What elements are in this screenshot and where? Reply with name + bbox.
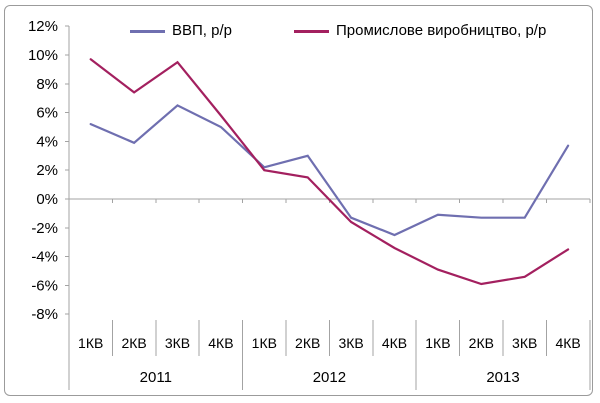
svg-text:3КВ: 3КВ xyxy=(165,335,190,351)
svg-text:-6%: -6% xyxy=(31,277,58,294)
legend-item-gdp: ВВП, р/р xyxy=(130,23,232,39)
gdp-line-swatch xyxy=(130,29,165,33)
svg-text:4%: 4% xyxy=(36,133,58,150)
series-line-0 xyxy=(89,104,570,237)
svg-text:10%: 10% xyxy=(28,47,58,64)
legend-label-gdp: ВВП, р/р xyxy=(172,22,232,39)
y-axis: 12% 10% 8% 6% 4% 2% 0% -2% -4% -6% -8% xyxy=(28,18,70,390)
svg-text:12%: 12% xyxy=(28,18,58,35)
svg-text:2013: 2013 xyxy=(486,369,519,386)
industrial-production-line-swatch xyxy=(293,29,329,33)
svg-text:-4%: -4% xyxy=(31,249,58,266)
legend-label-industrial-production: Промислове виробництво, р/р xyxy=(335,22,547,39)
chart-legend: ВВП, р/р Промислове виробництво, р/р xyxy=(130,23,546,39)
svg-text:4КВ: 4КВ xyxy=(555,335,580,351)
svg-text:0%: 0% xyxy=(36,191,58,208)
legend-item-industrial-production: Промислове виробництво, р/р xyxy=(293,22,547,39)
chart-frame xyxy=(4,5,593,396)
x-axis-separators xyxy=(111,320,591,390)
svg-text:2011: 2011 xyxy=(140,369,172,386)
svg-text:2КВ: 2КВ xyxy=(295,335,320,351)
svg-text:2%: 2% xyxy=(36,162,58,179)
svg-text:4КВ: 4КВ xyxy=(382,335,407,351)
x-axis-quarter-labels: 1КВ 2КВ 3КВ 4КВ 1КВ 2КВ 3КВ 4КВ 1КВ 2КВ 3КВ 4КВ xyxy=(78,335,581,351)
svg-text:-2%: -2% xyxy=(31,220,58,237)
svg-text:2КВ: 2КВ xyxy=(121,335,146,351)
svg-text:3КВ: 3КВ xyxy=(512,335,537,351)
svg-text:2012: 2012 xyxy=(313,369,346,386)
x-axis-year-labels: 2011 2012 2013 xyxy=(140,369,520,386)
svg-text:1КВ: 1КВ xyxy=(425,335,450,351)
svg-text:3КВ: 3КВ xyxy=(338,335,363,351)
svg-text:-8%: -8% xyxy=(31,306,58,323)
svg-text:1КВ: 1КВ xyxy=(78,335,103,351)
svg-text:2КВ: 2КВ xyxy=(469,335,494,351)
svg-text:8%: 8% xyxy=(36,76,58,93)
svg-text:4КВ: 4КВ xyxy=(208,335,233,351)
svg-text:6%: 6% xyxy=(36,105,58,122)
series-line-1 xyxy=(89,58,570,286)
svg-text:1КВ: 1КВ xyxy=(252,335,277,351)
